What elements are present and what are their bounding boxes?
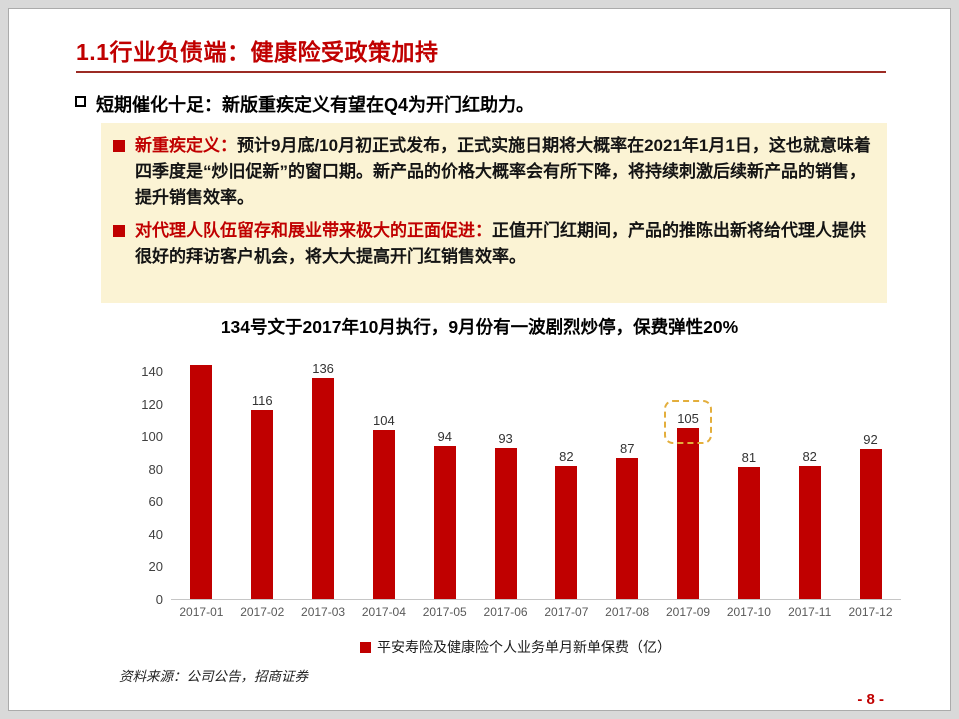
y-tick-label: 20 xyxy=(148,559,163,575)
bar xyxy=(312,377,335,599)
legend-label: 平安寿险及健康险个人业务单月新单保费（亿） xyxy=(377,639,671,655)
x-tick-label: 2017-08 xyxy=(605,605,650,619)
bar-value-label: 136 xyxy=(312,360,334,376)
callout-item: 对代理人队伍留存和展业带来极大的正面促进：正值开门红期间，产品的推陈出新将给代理… xyxy=(113,218,873,270)
bar-value-label: 82 xyxy=(559,448,574,464)
bar xyxy=(494,447,517,599)
y-tick-label: 0 xyxy=(155,592,163,607)
y-tick-label: 120 xyxy=(141,396,163,412)
bar xyxy=(859,449,882,599)
callout-box: 新重疾定义：预计9月底/10月初正式发布，正式实施日期将大概率在2021年1月1… xyxy=(101,123,887,303)
chart-title: 134号文于2017年10月执行，9月份有一波剧烈炒停，保费弹性20% xyxy=(220,317,739,337)
slide: 1.1行业负债端：健康险受政策加持 短期催化十足：新版重疾定义有望在Q4为开门红… xyxy=(8,8,951,711)
bar xyxy=(190,365,213,599)
bar-column: 93 2017-06 xyxy=(475,348,536,619)
x-tick-label: 2017-04 xyxy=(361,605,406,619)
bar-value-label: 87 xyxy=(619,440,635,456)
bar-column: 82 2017-11 xyxy=(779,348,840,619)
x-tick-label: 2017-12 xyxy=(848,605,893,619)
y-tick-label: 100 xyxy=(141,429,163,445)
red-square-bullet-icon xyxy=(113,140,125,152)
callout-item: 新重疾定义：预计9月底/10月初正式发布，正式实施日期将大概率在2021年1月1… xyxy=(113,133,873,210)
y-tick-label: 140 xyxy=(141,364,163,380)
red-square-bullet-icon xyxy=(113,225,125,238)
x-tick-label: 2017-06 xyxy=(483,605,528,619)
bar-value-label: 94 xyxy=(437,429,452,445)
callout-item-text: 新重疾定义：预计9月底/10月初正式发布，正式实施日期将大概率在2021年1月1… xyxy=(135,133,873,210)
legend-swatch-icon xyxy=(360,641,371,653)
bar-value-label: 92 xyxy=(863,432,878,448)
bar-value-label: 93 xyxy=(498,430,513,446)
callout-lead: 新重疾定义： xyxy=(135,136,237,155)
bar xyxy=(251,410,274,599)
bar xyxy=(555,465,578,599)
bar-column: 81 2017-10 xyxy=(718,348,779,619)
bar-column: 92 2017-12 xyxy=(840,348,901,619)
bar-column: 94 2017-05 xyxy=(414,348,475,619)
chart-legend: 平安寿险及健康险个人业务单月新单保费（亿） xyxy=(81,637,950,657)
section-headline-text: 短期催化十足：新版重疾定义有望在Q4为开门红助力。 xyxy=(96,95,535,115)
y-tick-label: 60 xyxy=(148,494,163,510)
source-note: 资料来源：公司公告，招商证券 xyxy=(119,669,308,684)
chart-y-axis: 0 20 40 60 80 100 120 140 xyxy=(129,348,163,607)
chart-plot-area: 2017-01 116 2017-02 136 2017-03 104 2017-04 94 2… xyxy=(171,348,901,619)
callout-item-text: 对代理人队伍留存和展业带来极大的正面促进：正值开门红期间，产品的推陈出新将给代理… xyxy=(135,218,873,270)
bar xyxy=(798,465,821,599)
y-tick-label: 40 xyxy=(148,526,163,542)
bar-column: 105 2017-09 xyxy=(658,348,719,619)
hollow-square-bullet-icon xyxy=(75,96,86,107)
callout-body: 预计9月底/10月初正式发布，正式实施日期将大概率在2021年1月1日，这也就意… xyxy=(135,136,871,207)
bar-value-label: 81 xyxy=(741,450,757,466)
bar-value-label: 116 xyxy=(251,393,273,409)
page-title: 1.1行业负债端：健康险受政策加持 xyxy=(76,39,439,65)
bar xyxy=(737,467,760,599)
x-tick-label: 2017-01 xyxy=(179,605,224,619)
y-tick-label: 80 xyxy=(148,461,163,477)
section-headline: 短期催化十足：新版重疾定义有望在Q4为开门红助力。 xyxy=(75,91,534,117)
bar xyxy=(677,428,700,599)
bar-column: 136 2017-03 xyxy=(293,348,354,619)
bar xyxy=(433,446,456,599)
x-tick-label: 2017-10 xyxy=(726,605,771,619)
bar-column: 82 2017-07 xyxy=(536,348,597,619)
bar-chart: 0 20 40 60 80 100 120 140 2017-01 116 2017-02 136 2… xyxy=(129,348,901,619)
x-tick-label: 2017-03 xyxy=(301,605,346,619)
x-tick-label: 2017-05 xyxy=(422,605,467,619)
page-number: - 8 - xyxy=(857,691,884,708)
bar-column: 2017-01 xyxy=(171,348,232,619)
bar xyxy=(372,429,395,599)
bar-value-label: 104 xyxy=(373,412,395,428)
callout-lead: 对代理人队伍留存和展业带来极大的正面促进： xyxy=(135,221,492,241)
bar-column: 116 2017-02 xyxy=(232,348,293,619)
title-underline-rule xyxy=(76,71,886,73)
bar-value-label: 105 xyxy=(677,411,699,427)
bar-value-label: 82 xyxy=(802,448,817,464)
callout-body: 正值开门红期间，产品的推陈出新将给代理人提供很好的拜访客户机会，将大大提高开门红… xyxy=(135,221,866,267)
bar xyxy=(616,457,639,599)
x-tick-label: 2017-11 xyxy=(788,605,832,619)
bar-column: 87 2017-08 xyxy=(597,348,658,619)
bar-column: 104 2017-04 xyxy=(353,348,414,619)
x-tick-label: 2017-09 xyxy=(666,605,711,619)
x-tick-label: 2017-07 xyxy=(544,605,589,619)
x-tick-label: 2017-02 xyxy=(240,605,285,619)
